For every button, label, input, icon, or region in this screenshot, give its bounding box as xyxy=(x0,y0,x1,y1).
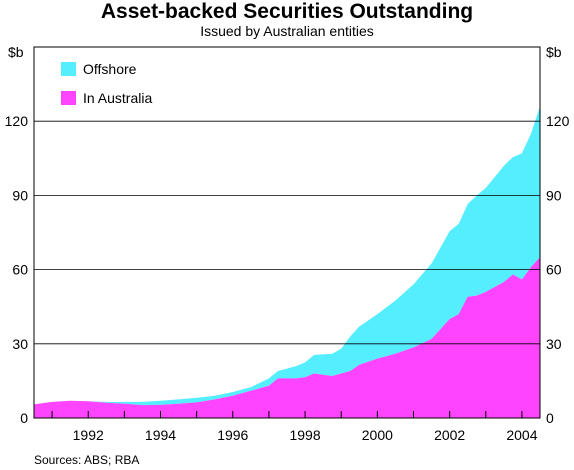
x-tick-label: 2002 xyxy=(434,427,465,443)
y-tick-label-right: 90 xyxy=(546,187,562,203)
source-note: Sources: ABS; RBA xyxy=(34,453,140,467)
y-tick-label-right: 0 xyxy=(546,410,554,426)
x-tick-label: 2004 xyxy=(506,427,537,443)
x-tick-label: 1996 xyxy=(217,427,248,443)
x-tick-label: 1992 xyxy=(73,427,104,443)
y-unit-left: $b xyxy=(8,44,24,60)
chart-title: Asset-backed Securities Outstanding xyxy=(100,0,474,23)
series-area-offshore xyxy=(34,106,540,406)
y-tick-label-right: 60 xyxy=(546,262,562,278)
x-tick-label: 2000 xyxy=(362,427,393,443)
y-tick-label-left: 120 xyxy=(5,113,29,129)
legend-swatch xyxy=(61,62,76,76)
y-tick-label-left: 90 xyxy=(12,187,28,203)
legend-label: In Australia xyxy=(83,90,152,106)
y-unit-right: $b xyxy=(546,44,562,60)
y-tick-label-right: 30 xyxy=(546,336,562,352)
y-tick-label-left: 0 xyxy=(20,410,28,426)
series-area-in-australia xyxy=(34,257,540,418)
legend-label: Offshore xyxy=(83,61,137,77)
y-tick-label-left: 30 xyxy=(12,336,28,352)
legend: Offshore In Australia xyxy=(61,61,152,106)
x-tick-label: 1998 xyxy=(289,427,320,443)
y-tick-label-left: 60 xyxy=(12,262,28,278)
y-tick-label-right: 120 xyxy=(546,113,570,129)
legend-swatch xyxy=(61,91,76,105)
chart-subtitle: Issued by Australian entities xyxy=(200,23,374,39)
plot-area: 0 0 30 30 60 60 90 90 120 120 1992 1994 1996 1998 2000… xyxy=(5,46,570,443)
plot-frame xyxy=(33,46,541,419)
x-tick-label: 1994 xyxy=(145,427,176,443)
